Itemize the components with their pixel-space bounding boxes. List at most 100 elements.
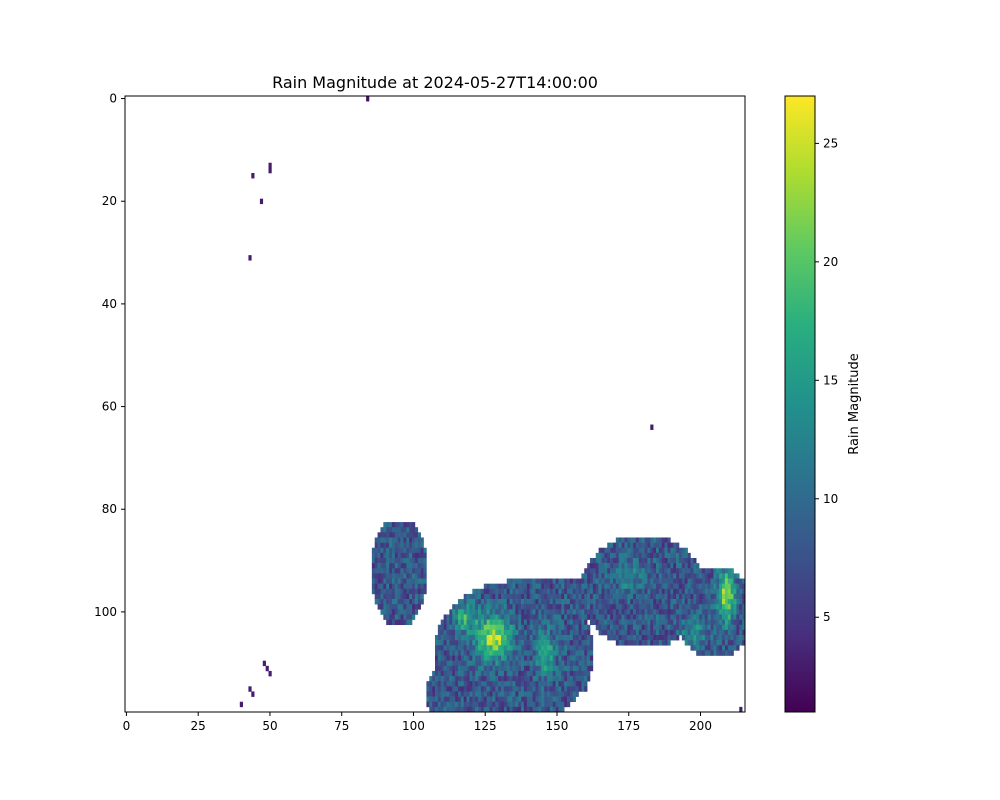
heatmap-cell (512, 645, 516, 651)
heatmap-cell (437, 629, 442, 636)
heatmap-cell (486, 635, 490, 641)
heatmap-cell (633, 614, 637, 620)
heatmap-cell (526, 691, 531, 697)
heatmap-cell (598, 629, 602, 636)
heatmap-cell (667, 537, 671, 543)
heatmap-cell (592, 588, 597, 595)
heatmap-cell (618, 624, 622, 631)
heatmap-cell (612, 573, 617, 579)
heatmap-cell (724, 650, 729, 656)
heatmap-cell (394, 578, 398, 584)
heatmap-cell (457, 655, 462, 661)
heatmap-cell (423, 552, 427, 559)
heatmap-cell (466, 599, 470, 605)
heatmap-cell (595, 568, 599, 574)
heatmap-cell (455, 619, 459, 626)
heatmap-cell (690, 573, 694, 579)
heatmap-cell (394, 614, 398, 620)
heatmap-cell (624, 537, 628, 543)
heatmap-cell (535, 599, 539, 605)
heatmap-cell (595, 599, 599, 605)
heatmap-cell (578, 665, 582, 672)
heatmap-cell (480, 691, 485, 697)
heatmap-cell (687, 588, 691, 595)
heatmap-cell (584, 681, 588, 687)
heatmap-cell (676, 568, 680, 574)
heatmap-cell (498, 583, 502, 590)
heatmap-cell (546, 706, 551, 713)
heatmap-cell (437, 650, 442, 656)
heatmap-cell (558, 635, 562, 641)
heatmap-cell (549, 650, 553, 656)
heatmap-cell (503, 619, 508, 626)
heatmap-cell (394, 573, 398, 579)
heatmap-cell (506, 645, 510, 651)
heatmap-cell (538, 619, 542, 626)
heatmap-cell (572, 665, 576, 672)
heatmap-cell (552, 645, 556, 651)
heatmap-cell (452, 660, 456, 667)
heatmap-cell (713, 650, 717, 656)
heatmap-cell (739, 635, 743, 641)
heatmap-cell (403, 604, 407, 610)
heatmap-cell (523, 588, 528, 595)
heatmap-cell (486, 696, 490, 703)
heatmap-cell (472, 609, 476, 615)
heatmap-cell (549, 660, 553, 667)
heatmap-cell (564, 696, 568, 703)
heatmap-cell (678, 547, 683, 554)
heatmap-cell (638, 568, 642, 574)
heatmap-cell (730, 568, 734, 574)
heatmap-cell (656, 614, 660, 620)
heatmap-cell (719, 629, 723, 636)
heatmap-cell (515, 593, 519, 600)
heatmap-cell (529, 670, 533, 677)
heatmap-cell (641, 552, 645, 559)
heatmap-cell (463, 640, 467, 646)
heatmap-cell (716, 568, 720, 574)
heatmap-cell (478, 650, 482, 656)
heatmap-cell (739, 604, 743, 610)
heatmap-cell (696, 635, 700, 641)
heatmap-cell (480, 650, 485, 656)
heatmap-cell (724, 593, 729, 600)
heatmap-cell (389, 599, 393, 605)
heatmap-cell (498, 686, 502, 692)
heatmap-cell (590, 660, 594, 667)
heatmap-cell (727, 645, 731, 651)
heatmap-cell (417, 563, 421, 569)
heatmap-cell (483, 655, 487, 661)
heatmap-cell (627, 599, 631, 605)
heatmap-cell (716, 609, 720, 615)
x-tick-label: 75 (334, 719, 349, 733)
heatmap-cell (403, 599, 407, 605)
heatmap-cell (644, 578, 648, 584)
heatmap-cell (673, 547, 677, 554)
heatmap-cell (535, 609, 539, 615)
heatmap-cell (612, 563, 617, 569)
heatmap-cell (595, 573, 599, 579)
heatmap-cell (403, 578, 407, 584)
heatmap-cell (598, 604, 602, 610)
heatmap-cell (449, 681, 453, 687)
heatmap-cell (684, 563, 688, 569)
heatmap-cell (526, 635, 531, 641)
heatmap-cell (724, 640, 729, 646)
heatmap-cell (567, 614, 571, 620)
heatmap-cell (544, 609, 548, 615)
heatmap-cell (624, 599, 628, 605)
heatmap-cell (558, 706, 562, 713)
heatmap-cell (704, 609, 708, 615)
heatmap-cell (389, 568, 393, 574)
heatmap-cell (371, 583, 376, 590)
heatmap-cell (661, 547, 665, 554)
heatmap-cell (532, 706, 536, 713)
heatmap-cell (719, 568, 723, 574)
heatmap-cell (251, 691, 255, 697)
heatmap-cell (587, 593, 591, 600)
heatmap-cell (515, 645, 519, 651)
heatmap-cell (455, 645, 459, 651)
heatmap-cell (503, 655, 508, 661)
heatmap-cell (575, 593, 579, 600)
heatmap-cell (661, 624, 665, 631)
